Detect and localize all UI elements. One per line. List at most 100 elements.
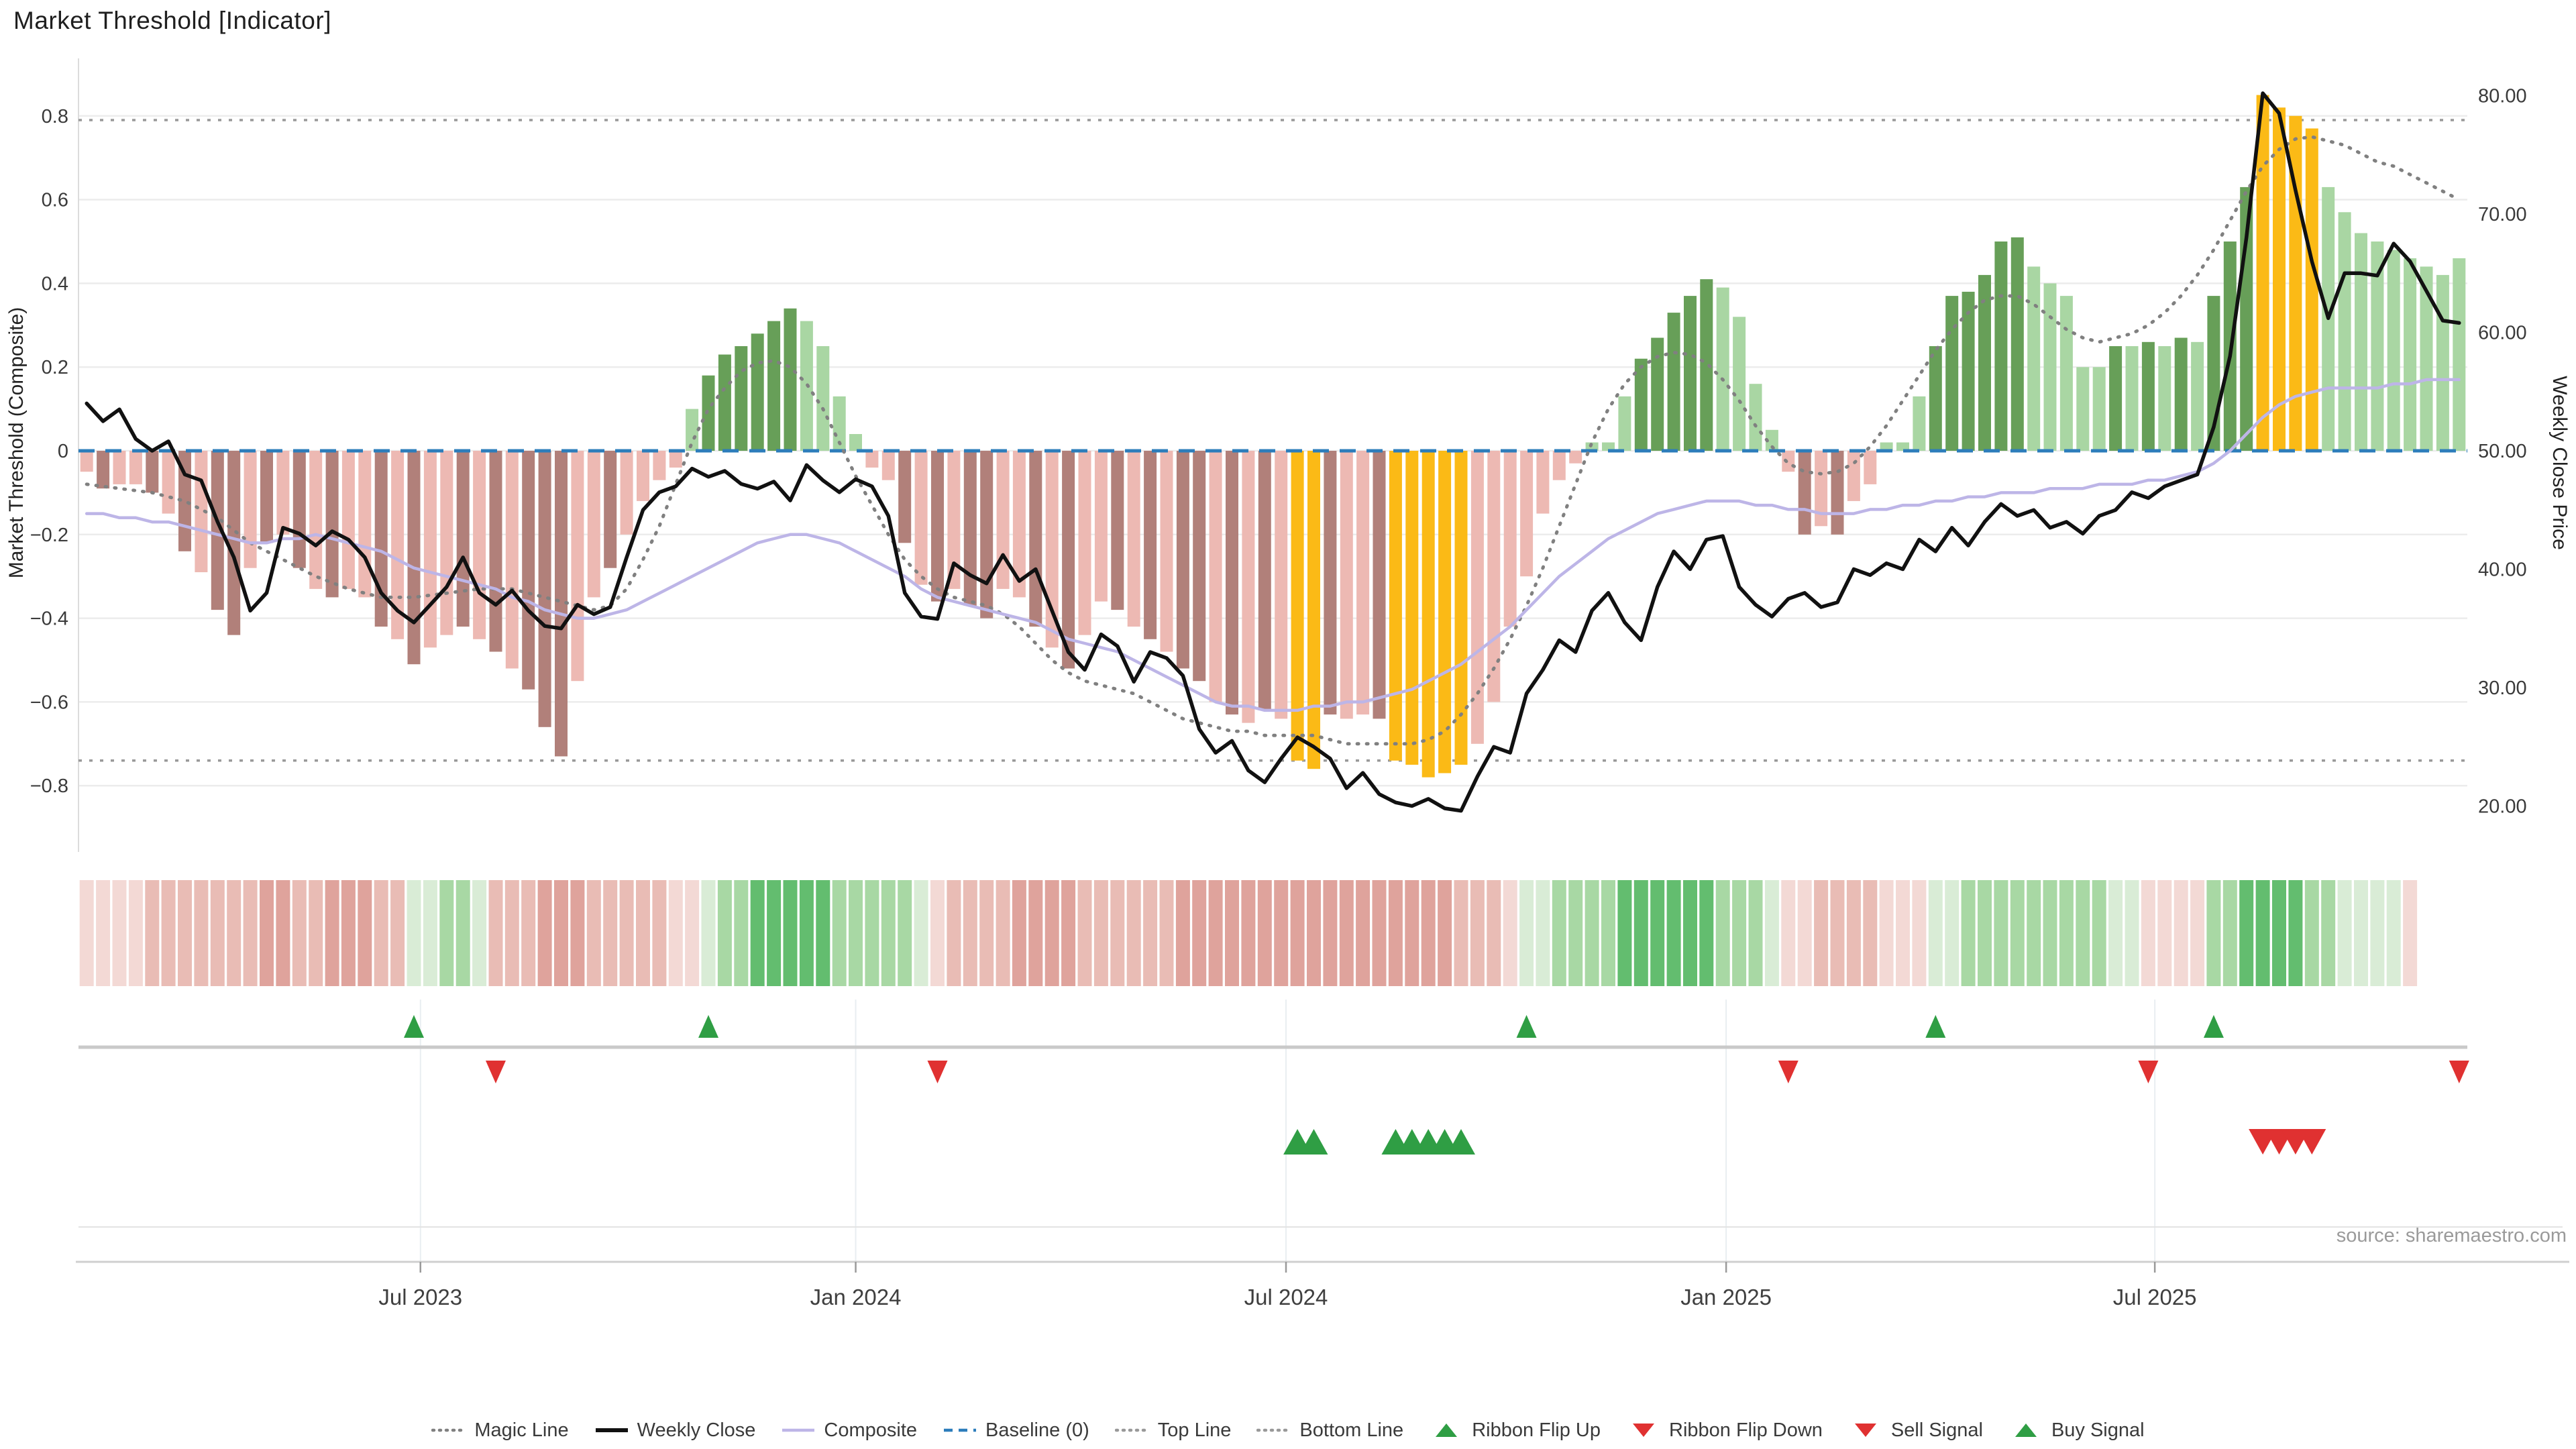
left-axis-tick: 0 (58, 441, 68, 462)
threshold-bar (1978, 274, 1991, 451)
threshold-bar (341, 451, 355, 589)
ribbon-cell (2092, 880, 2106, 986)
ribbon-cell (2304, 880, 2319, 986)
right-axis-tick: 30.00 (2478, 678, 2527, 699)
ribbon-cell (1487, 880, 1501, 986)
ribbon-cell (1388, 880, 1403, 986)
threshold-bar (1994, 241, 2008, 451)
ribbon-cell (1928, 880, 1943, 986)
threshold-bar (865, 451, 879, 468)
ribbon-cell (1879, 880, 1894, 986)
signal-panel (76, 1000, 2569, 1273)
ribbon-cell (1274, 880, 1289, 986)
ribbon-cell (947, 880, 961, 986)
ribbon-cell (1028, 880, 1043, 986)
ribbon-cell (1241, 880, 1256, 986)
ribbon-cell (1601, 880, 1615, 986)
dotted-line-icon (1256, 1428, 1292, 1432)
threshold-bar (2059, 296, 2073, 451)
legend-item-buy-signal: Buy Signal (2008, 1419, 2145, 1442)
ribbon-cell (2255, 880, 2270, 986)
threshold-bar (898, 451, 912, 543)
threshold-bar (1782, 451, 1795, 472)
threshold-bar (2420, 266, 2433, 451)
threshold-bar (996, 451, 1010, 589)
ribbon-cell (636, 880, 650, 986)
ribbon-cell (1110, 880, 1125, 986)
ribbon-cell (1764, 880, 1779, 986)
ribbon-cell (1438, 880, 1452, 986)
ribbon-cell (1061, 880, 1076, 986)
ribbon-cell (1307, 880, 1321, 986)
threshold-bar (407, 451, 421, 665)
threshold-bar (637, 451, 649, 501)
threshold-bar (1569, 451, 1582, 464)
ribbon-cell (1126, 880, 1141, 986)
ribbon-cell (799, 880, 814, 986)
magic-line (85, 135, 2461, 746)
threshold-bar (227, 451, 241, 635)
ribbon-cell (145, 880, 160, 986)
ribbon-cell (2174, 880, 2188, 986)
threshold-bar (1176, 451, 1189, 669)
ribbon-cell (586, 880, 601, 986)
ribbon-cell (1143, 880, 1158, 986)
threshold-bar (1291, 451, 1304, 761)
ribbon-flip-up-marker (698, 1015, 719, 1038)
ribbon-cell (276, 880, 290, 986)
left-axis-tick: 0.6 (42, 190, 68, 211)
ribbon-cell (783, 880, 798, 986)
legend-item-weekly-close: Weekly Close (594, 1419, 755, 1442)
axis-labels: 0.8 0.6 0.4 0.2 0 −0.2 −0.4 −0.6 −0.8 80.00 70.00 6… (5, 86, 2571, 1310)
threshold-bar (325, 451, 339, 598)
threshold-bar (1618, 396, 1631, 451)
ribbon-cell (914, 880, 928, 986)
ribbon-cell (1454, 880, 1468, 986)
threshold-bar (489, 451, 502, 652)
ribbon-cell (2272, 880, 2286, 986)
ribbon-cell (2354, 880, 2368, 986)
threshold-bar (1324, 451, 1337, 715)
legend-label: Sell Signal (1890, 1419, 1983, 1441)
ribbon-cell (407, 880, 421, 986)
threshold-bar (653, 451, 666, 480)
threshold-bars (80, 95, 2466, 777)
threshold-bar (1716, 287, 1729, 451)
threshold-bar (2305, 128, 2318, 451)
dotted-line-icon (1114, 1428, 1150, 1432)
ribbon-cell (1912, 880, 1927, 986)
left-axis-tick: 0.2 (42, 357, 68, 378)
ribbon-cell (1666, 880, 1681, 986)
threshold-bar (2027, 266, 2041, 451)
ribbon-cell (668, 880, 683, 986)
ribbon-cell (374, 880, 388, 986)
ribbon-cell (1797, 880, 1812, 986)
threshold-bar (358, 451, 372, 598)
threshold-bar (522, 451, 535, 690)
ribbon-cell (2337, 880, 2352, 986)
magic-line-group (85, 135, 2461, 746)
threshold-bar (1470, 451, 1484, 744)
ribbon-cell (2386, 880, 2401, 986)
ribbon-cell (1192, 880, 1207, 986)
threshold-bar (1127, 451, 1140, 627)
threshold-bar (1667, 313, 1680, 451)
ribbon-flip-down-marker (2138, 1061, 2159, 1083)
ribbon-cell (2125, 880, 2139, 986)
ribbon-cell (717, 880, 732, 986)
legend-item-bottom-line: Bottom Line (1256, 1419, 1403, 1442)
ribbon-cell (423, 880, 437, 986)
threshold-bar (1160, 451, 1173, 652)
ribbon-flip-down-marker (1778, 1061, 1799, 1083)
right-axis-tick: 60.00 (2478, 323, 2527, 344)
threshold-bar (1896, 442, 1909, 451)
ribbon-cell (1633, 880, 1648, 986)
ribbon-cell (2157, 880, 2172, 986)
legend-item-magic-line: Magic Line (431, 1419, 569, 1442)
ribbon-cell (161, 880, 176, 986)
ribbon-cell (194, 880, 209, 986)
ribbon-cell (701, 880, 716, 986)
threshold-bar (1275, 451, 1288, 719)
threshold-bar (97, 451, 110, 489)
legend: Magic Line Weekly Close Composite Baseline … (0, 1415, 2576, 1445)
